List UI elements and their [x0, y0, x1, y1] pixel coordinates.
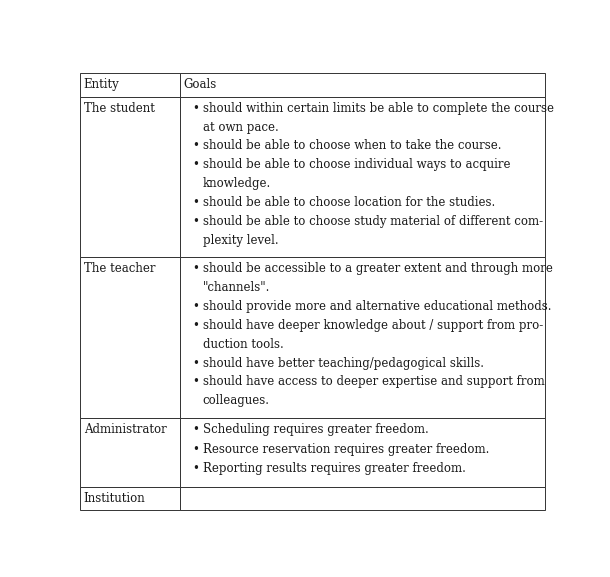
- Text: •: •: [192, 357, 199, 370]
- Text: duction tools.: duction tools.: [203, 338, 284, 351]
- Text: at own pace.: at own pace.: [203, 121, 279, 133]
- Text: •: •: [192, 102, 199, 115]
- Text: •: •: [192, 158, 199, 171]
- Bar: [80, 97, 180, 257]
- Text: The student: The student: [84, 102, 155, 115]
- Text: •: •: [192, 215, 199, 228]
- Bar: [180, 97, 545, 257]
- Text: plexity level.: plexity level.: [203, 234, 278, 247]
- Text: knowledge.: knowledge.: [203, 177, 271, 190]
- Text: •: •: [192, 300, 199, 313]
- Text: •: •: [192, 423, 199, 436]
- Bar: [80, 418, 180, 487]
- Text: should have better teaching/pedagogical skills.: should have better teaching/pedagogical …: [203, 357, 484, 370]
- Text: Institution: Institution: [84, 492, 146, 505]
- Text: •: •: [192, 319, 199, 332]
- Bar: [180, 257, 545, 418]
- Text: "channels".: "channels".: [203, 281, 270, 294]
- Text: •: •: [192, 376, 199, 388]
- Text: should be able to choose when to take the course.: should be able to choose when to take th…: [203, 140, 501, 152]
- Bar: [80, 487, 180, 510]
- Text: should be accessible to a greater extent and through more: should be accessible to a greater extent…: [203, 263, 553, 275]
- Text: •: •: [192, 140, 199, 152]
- Text: Administrator: Administrator: [84, 423, 167, 436]
- Text: •: •: [192, 263, 199, 275]
- Text: •: •: [192, 196, 199, 209]
- Text: should provide more and alternative educational methods.: should provide more and alternative educ…: [203, 300, 551, 313]
- Text: should be able to choose individual ways to acquire: should be able to choose individual ways…: [203, 158, 510, 171]
- Bar: [180, 487, 545, 510]
- Text: The teacher: The teacher: [84, 263, 156, 275]
- Bar: [180, 73, 545, 97]
- Text: •: •: [192, 462, 199, 475]
- Text: should be able to choose study material of different com-: should be able to choose study material …: [203, 215, 543, 228]
- Text: colleagues.: colleagues.: [203, 394, 270, 407]
- Bar: [80, 73, 180, 97]
- Text: should within certain limits be able to complete the course: should within certain limits be able to …: [203, 102, 554, 115]
- Text: Reporting results requires greater freedom.: Reporting results requires greater freed…: [203, 462, 465, 475]
- Text: Entity: Entity: [84, 78, 120, 91]
- Bar: [180, 418, 545, 487]
- Text: Resource reservation requires greater freedom.: Resource reservation requires greater fr…: [203, 443, 489, 456]
- Text: should have access to deeper expertise and support from: should have access to deeper expertise a…: [203, 376, 545, 388]
- Text: should have deeper knowledge about / support from pro-: should have deeper knowledge about / sup…: [203, 319, 543, 332]
- Text: Goals: Goals: [184, 78, 217, 91]
- Text: should be able to choose location for the studies.: should be able to choose location for th…: [203, 196, 495, 209]
- Bar: [80, 257, 180, 418]
- Text: •: •: [192, 443, 199, 456]
- Text: Scheduling requires greater freedom.: Scheduling requires greater freedom.: [203, 423, 428, 436]
